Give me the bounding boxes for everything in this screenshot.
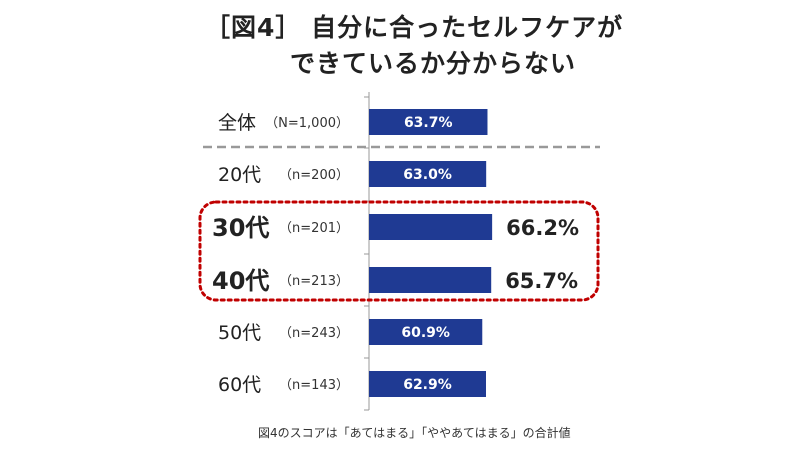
value-label: 60.9% [401,325,450,341]
bar-5 [369,371,486,397]
value-label: 62.9% [403,377,452,393]
bar-1 [369,161,487,187]
sample-size-label: （n=213） [279,274,349,289]
category-label: 50代 [218,322,261,344]
bar-4 [369,319,483,345]
highlight-box [198,200,600,302]
value-label: 63.0% [403,167,452,183]
category-label: 40代 [212,267,269,295]
value-label: 63.7% [404,115,453,131]
sample-size-label: （n=143） [279,378,349,393]
category-label: 30代 [212,214,269,242]
bar-2 [369,214,493,240]
bar-0 [369,109,488,135]
sample-size-label: （n=243） [279,326,349,341]
category-label: 20代 [218,164,261,186]
chart-title-line1: ［図4］ 自分に合ったセルフケアが [205,13,624,42]
category-label: 60代 [218,374,261,396]
footnote: 図4のスコアは「あてはまる」「ややあてはまる」の合計値 [258,426,571,440]
bar-3 [369,267,492,293]
sample-size-label: （N=1,000） [265,116,349,131]
value-label: 66.2% [506,216,579,240]
chart-title-line2: できているか分からない [290,49,577,78]
value-label: 65.7% [505,269,578,293]
category-label: 全体 [218,112,256,134]
sample-size-label: （n=201） [279,221,349,236]
sample-size-label: （n=200） [279,168,349,183]
